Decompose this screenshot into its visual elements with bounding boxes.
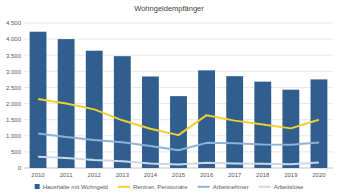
y-tick-label: 4.500 <box>6 20 22 26</box>
line <box>38 157 319 165</box>
y-tick-label: 3.000 <box>6 69 22 75</box>
x-tick-label: 2018 <box>256 172 270 178</box>
x-tick-label: 2013 <box>116 172 130 178</box>
y-tick-label: 2.500 <box>6 85 22 91</box>
x-tick-label: 2017 <box>228 172 242 178</box>
line <box>38 134 319 151</box>
legend-swatch <box>198 186 210 188</box>
x-tick-label: 2019 <box>284 172 298 178</box>
legend: Haushalte mit Wohngeld Rentner, Pensionär… <box>35 184 304 190</box>
x-tick-label: 2010 <box>31 172 45 178</box>
y-tick-label: 2.000 <box>6 101 22 107</box>
bar <box>114 56 131 168</box>
y-tick-label: 500 <box>11 149 22 155</box>
legend-label: Arbeitslose <box>274 184 304 190</box>
x-tick-label: 2012 <box>88 172 102 178</box>
line <box>38 99 319 135</box>
legend-label: Arbeitnehmer <box>213 184 249 190</box>
x-tick-label: 2020 <box>312 172 326 178</box>
y-tick-label: 1.500 <box>6 117 22 123</box>
chart: Wohngeldempfänger 0 500 1.000 1.500 2.000 2.50… <box>0 0 338 193</box>
legend-label: Haushalte mit Wohngeld <box>43 184 108 190</box>
legend-label: Rentner, Pensionäre <box>133 184 188 190</box>
x-tick-label: 2015 <box>172 172 186 178</box>
legend-swatch <box>259 186 271 188</box>
y-range <box>24 23 25 168</box>
y-tick-label: 0 <box>18 165 22 171</box>
legend-swatch <box>35 184 40 189</box>
y-tick-label: 4.000 <box>6 36 22 42</box>
bar <box>311 79 328 168</box>
legend-swatch <box>118 186 130 188</box>
x-tick-label: 2011 <box>60 172 74 178</box>
x-tick-label: 2016 <box>200 172 214 178</box>
y-tick-label: 3.500 <box>6 53 22 59</box>
x-tick-label: 2014 <box>144 172 158 178</box>
y-tick-label: 1.000 <box>6 133 22 139</box>
bar <box>142 76 159 168</box>
grid-line <box>24 23 333 24</box>
title: Wohngeldempfänger <box>134 4 204 13</box>
plot-area <box>30 32 328 168</box>
